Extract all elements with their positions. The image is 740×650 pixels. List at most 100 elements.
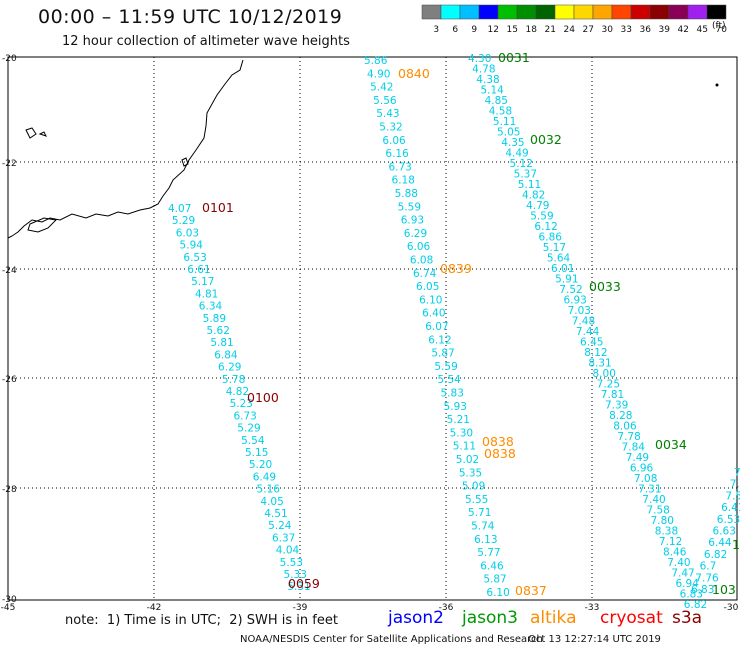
swh-value: 4.07 xyxy=(168,203,191,215)
time-label: 0101 xyxy=(202,200,234,215)
swh-value: 6.37 xyxy=(272,532,295,544)
time-label: 0034 xyxy=(655,437,687,452)
swh-value: 7.25 xyxy=(597,379,620,391)
swh-value: 7.52 xyxy=(559,284,582,296)
swh-value: 6.53 xyxy=(717,514,740,526)
colorbar-label: 30 xyxy=(602,25,614,35)
time-label: 0100 xyxy=(247,390,279,405)
time-label: 1 xyxy=(732,537,740,552)
colorbar-swatch xyxy=(592,4,613,20)
time-label: 0840 xyxy=(398,66,430,81)
colorbar-swatch xyxy=(706,4,727,20)
swh-value: 5.78 xyxy=(222,374,245,386)
swh-value: 5.17 xyxy=(191,276,214,288)
colorbar-label: 24 xyxy=(564,25,576,35)
timestamp: Oct 13 12:27:14 UTC 2019 xyxy=(528,634,661,645)
swh-value: 5.42 xyxy=(370,82,393,94)
colorbar-swatch xyxy=(478,4,499,20)
swh-value: 7.47 xyxy=(671,568,694,580)
swh-value: 6.10 xyxy=(419,294,442,306)
swh-value: 5.11 xyxy=(453,441,476,453)
swh-value: 8.00 xyxy=(593,368,616,380)
swh-value: 6.05 xyxy=(416,281,439,293)
swh-value: 5.54 xyxy=(437,374,461,386)
lon-label: -30 xyxy=(724,603,739,613)
swh-value: 6.82 xyxy=(704,549,727,561)
swh-value: 7.44 xyxy=(576,326,600,338)
lon-label: -42 xyxy=(147,603,162,613)
swh-value: 7.78 xyxy=(730,479,740,491)
swh-value: 8.46 xyxy=(663,547,687,559)
swh-value: 8.28 xyxy=(609,410,632,422)
swh-value: 6.41 xyxy=(721,502,740,514)
swh-value: 5.30 xyxy=(450,427,473,439)
lon-label: -39 xyxy=(293,603,308,613)
swh-value: 6.40 xyxy=(422,308,445,320)
swh-value: 5.17 xyxy=(543,242,566,254)
swh-value: 5.71 xyxy=(468,507,491,519)
island-outline xyxy=(25,127,37,139)
swh-value: 6.34 xyxy=(199,301,223,313)
swh-value: 6.83 xyxy=(691,584,714,596)
colorbar-label: 9 xyxy=(471,25,477,35)
colorbar-swatch xyxy=(611,4,632,20)
axis-labels: -20-22-24-26-28-30-45 -42 -39 -36 -33 -30 xyxy=(1,54,739,613)
swh-value: 5.87 xyxy=(431,348,454,360)
swh-value: 5.21 xyxy=(447,414,470,426)
swh-value: 5.16 xyxy=(257,484,281,496)
swh-value: 6.49 xyxy=(253,471,276,483)
legend-jason3: jason3 xyxy=(462,608,518,628)
colorbar-swatch xyxy=(440,4,461,20)
swh-values: 4.075.296.035.946.536.615.174.816.345.89… xyxy=(168,53,740,611)
colorbar-swatch xyxy=(668,4,689,20)
swh-value: 6.44 xyxy=(708,537,732,549)
legend-altika: altika xyxy=(530,608,577,628)
swh-value: 6.10 xyxy=(486,587,509,599)
swh-value: 5.93 xyxy=(444,401,467,413)
swh-value: 6.29 xyxy=(404,228,427,240)
swh-value: 5.29 xyxy=(172,215,195,227)
colorbar-label: 42 xyxy=(678,25,689,35)
swh-value: 4.35 xyxy=(501,137,524,149)
swh-value: 5.83 xyxy=(441,388,464,400)
swh-value: 5.56 xyxy=(373,95,397,107)
swh-value: 6.93 xyxy=(401,215,424,227)
swh-value: 6.03 xyxy=(176,227,199,239)
swh-value: 5.86 xyxy=(364,55,388,67)
colorbar-swatch xyxy=(687,4,708,20)
coastline-mainland xyxy=(7,59,244,239)
swh-value: 5.11 xyxy=(493,116,516,128)
swh-value: 6.01 xyxy=(551,263,574,275)
swh-value: 5.77 xyxy=(477,547,500,559)
swh-value: 5.81 xyxy=(210,337,233,349)
page-subtitle: 12 hour collection of altimeter wave hei… xyxy=(62,34,350,49)
island-dot xyxy=(715,83,719,87)
swh-value: 7.80 xyxy=(651,515,674,527)
swh-value: 6.06 xyxy=(382,135,406,147)
colorbar-label: 3 xyxy=(433,25,439,35)
swh-value: 5.88 xyxy=(395,188,418,200)
swh-value: 5.29 xyxy=(237,423,260,435)
swh-value: 5.02 xyxy=(456,454,479,466)
swh-value: 4.38 xyxy=(476,74,499,86)
swh-value: 4.04 xyxy=(276,545,300,557)
colorbar-swatch xyxy=(535,4,556,20)
swh-value: 5.15 xyxy=(245,447,268,459)
colorbar-swatch xyxy=(421,4,442,20)
colorbar-swatch xyxy=(459,4,480,20)
legend-s3a: s3a xyxy=(672,608,703,628)
swh-value: 7.49 xyxy=(626,452,649,464)
swh-value: 6.18 xyxy=(392,175,415,187)
swh-value: 6.7 xyxy=(700,561,717,573)
swh-value: 5.91 xyxy=(555,274,578,286)
swh-value: 4.05 xyxy=(260,496,283,508)
swh-value: 6.74 xyxy=(413,268,437,280)
swh-value: 6.93 xyxy=(563,295,586,307)
lon-label: -36 xyxy=(439,603,454,613)
swh-value: 5.89 xyxy=(203,313,226,325)
swh-value: 7.58 xyxy=(646,505,669,517)
swh-value: 7.40 xyxy=(642,494,665,506)
legend-jason2: jason2 xyxy=(388,608,444,628)
